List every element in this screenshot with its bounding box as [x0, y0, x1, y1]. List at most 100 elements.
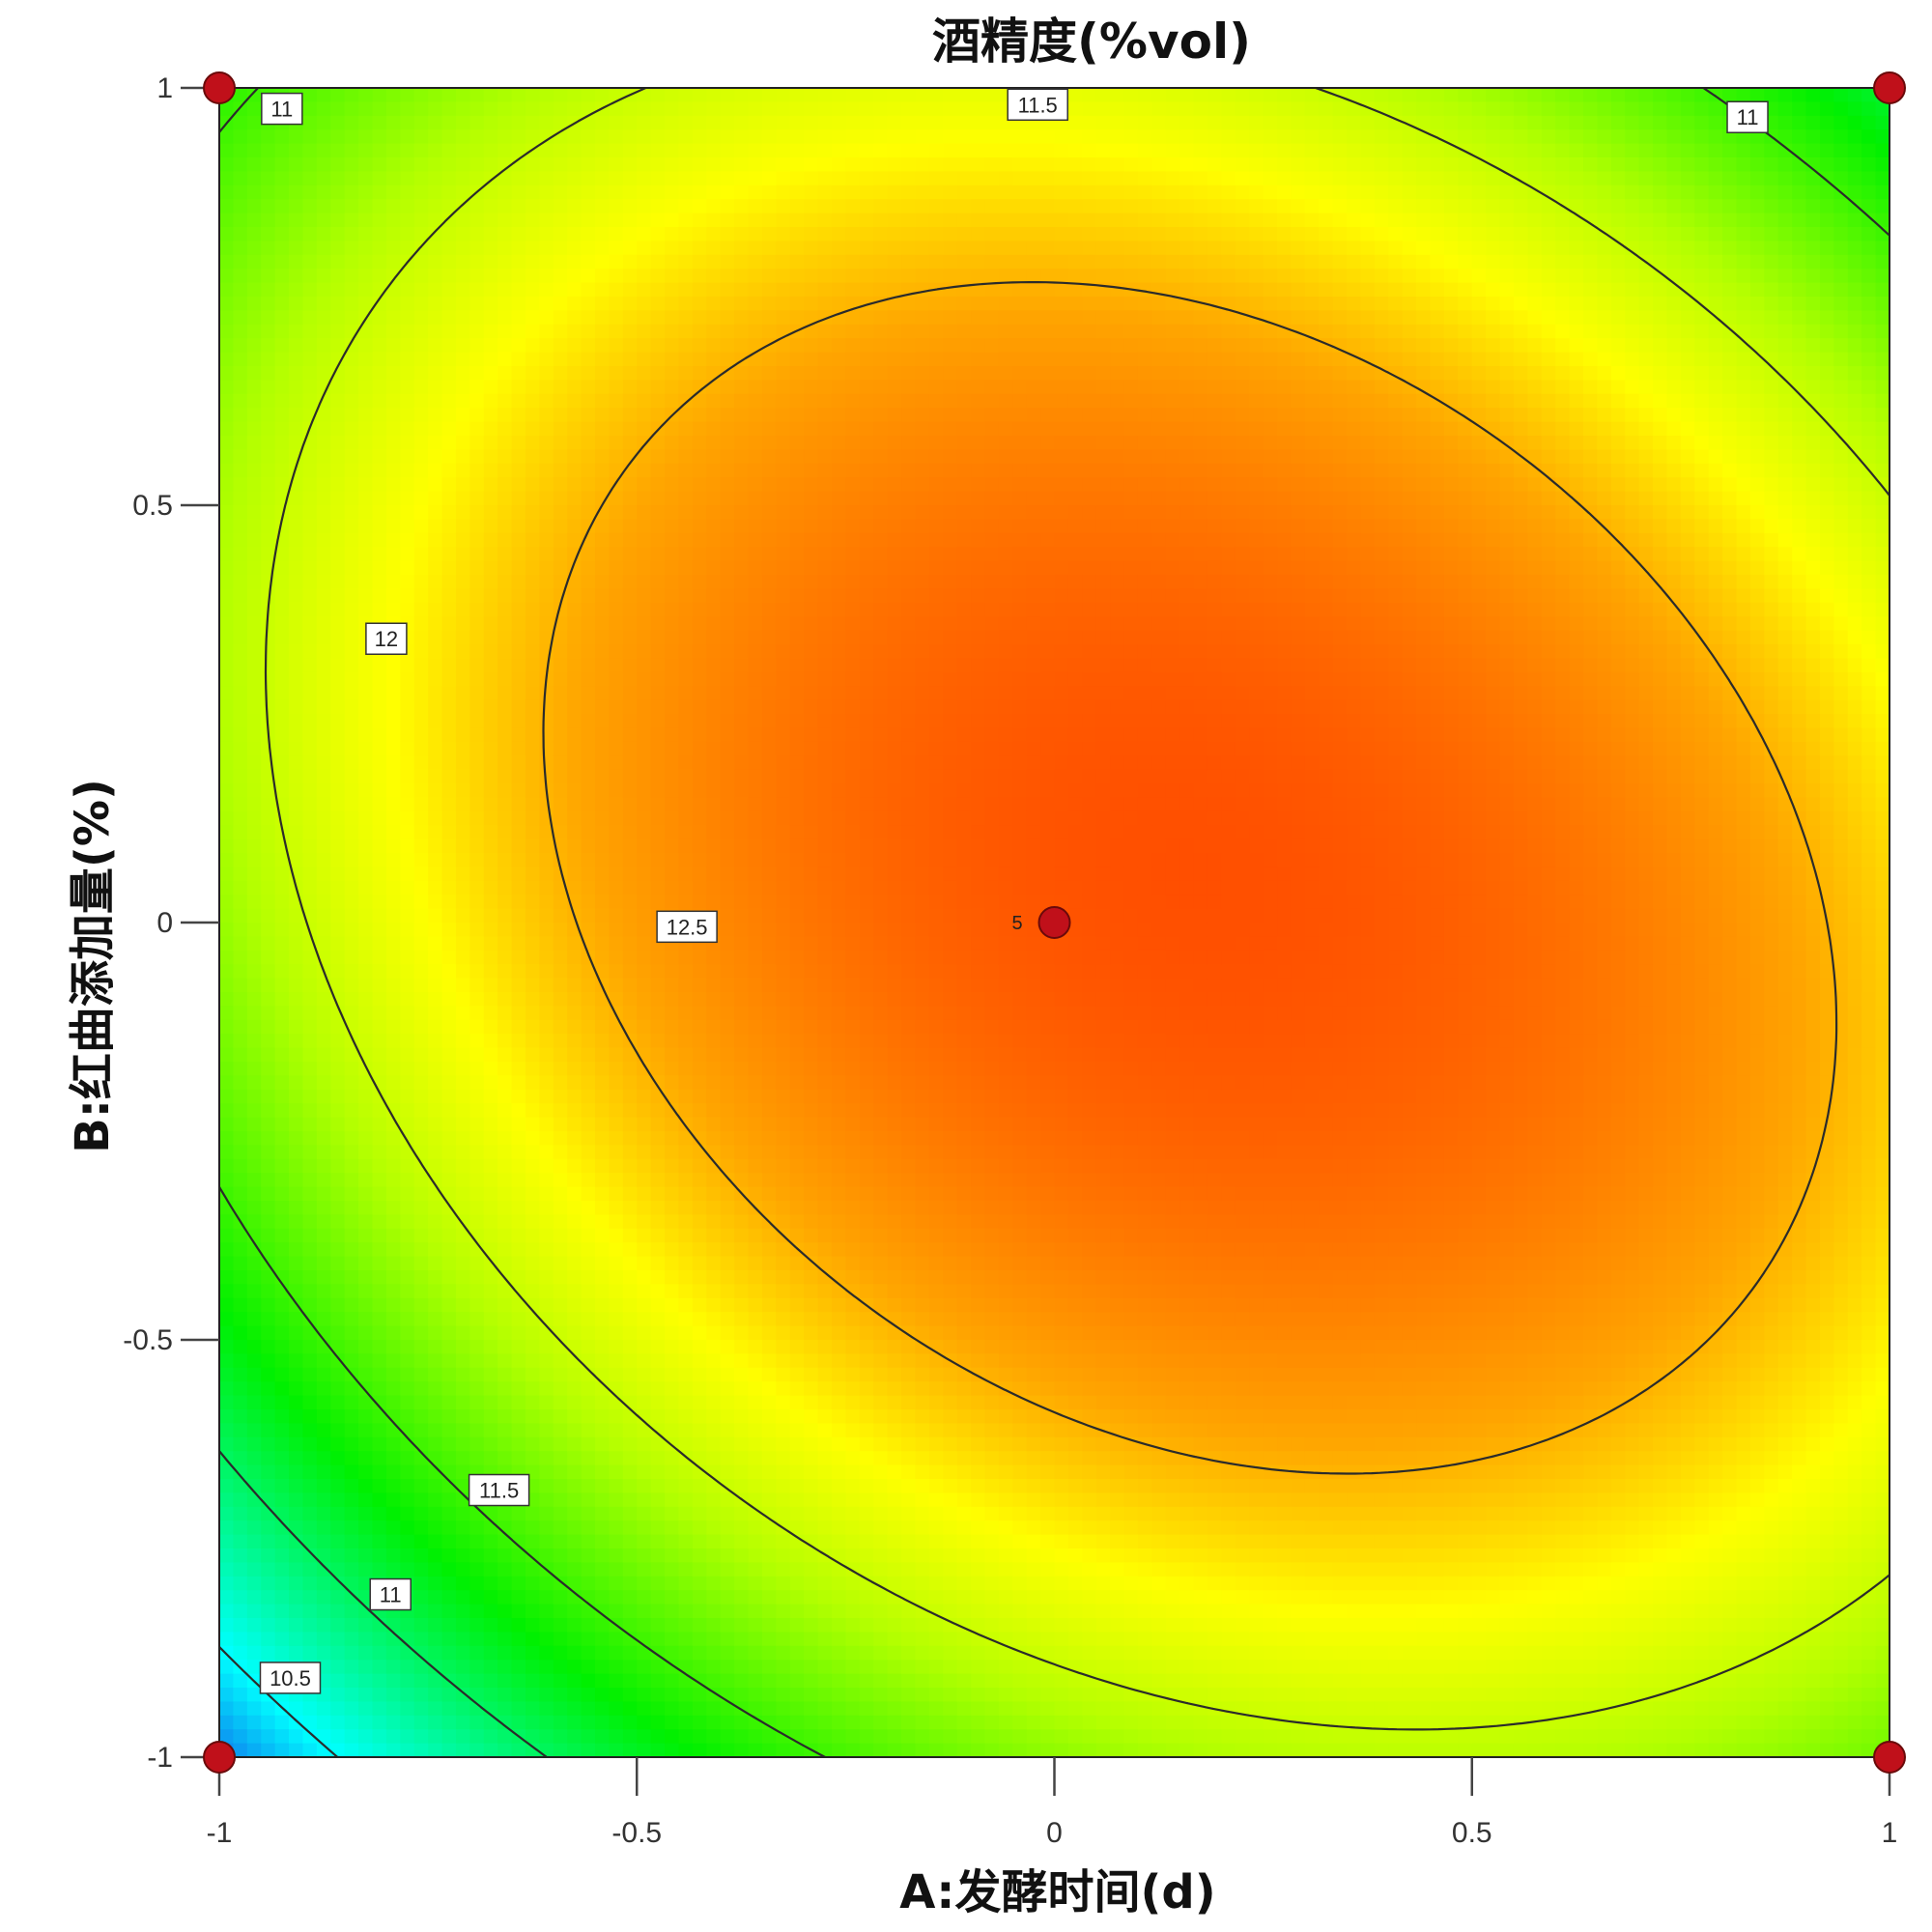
heatmap-cell — [553, 1632, 568, 1647]
heatmap-cell — [274, 727, 290, 743]
heatmap-cell — [595, 1103, 611, 1119]
heatmap-cell — [469, 1632, 485, 1647]
heatmap-cell — [469, 393, 485, 409]
heatmap-cell — [511, 727, 526, 743]
heatmap-cell — [567, 1325, 582, 1341]
heatmap-cell — [372, 393, 387, 409]
heatmap-cell — [246, 797, 262, 812]
heatmap-cell — [233, 769, 248, 784]
heatmap-cell — [428, 1353, 443, 1369]
heatmap-cell — [539, 908, 554, 923]
heatmap-cell — [469, 588, 485, 604]
heatmap-cell — [497, 1395, 513, 1410]
heatmap-cell — [413, 644, 429, 659]
heatmap-cell — [553, 1062, 568, 1076]
heatmap-cell — [567, 1047, 582, 1063]
heatmap-cell — [372, 1340, 387, 1354]
heatmap-cell — [609, 199, 624, 214]
heatmap-cell — [483, 923, 498, 937]
heatmap-cell — [233, 519, 248, 534]
heatmap-cell — [413, 129, 429, 145]
heatmap-cell — [665, 1006, 680, 1021]
heatmap-cell — [483, 310, 498, 326]
heatmap-cell — [261, 1019, 276, 1035]
heatmap-cell — [358, 1367, 374, 1382]
heatmap-cell — [789, 199, 805, 214]
heatmap-cell — [678, 616, 694, 632]
heatmap-cell — [706, 575, 722, 589]
heatmap-cell — [483, 936, 498, 952]
heatmap-cell — [246, 1131, 262, 1146]
heatmap-cell — [344, 101, 359, 117]
heatmap-cell — [372, 1325, 387, 1341]
heatmap-cell — [761, 1006, 777, 1021]
heatmap-cell — [497, 171, 513, 186]
heatmap-cell — [289, 825, 304, 840]
heatmap-cell — [400, 1075, 415, 1091]
heatmap-cell — [385, 1506, 401, 1521]
heatmap-cell — [441, 1062, 457, 1076]
heatmap-cell — [219, 644, 235, 659]
heatmap-cell — [539, 616, 554, 632]
heatmap-cell — [622, 1242, 638, 1258]
heatmap-cell — [372, 1047, 387, 1063]
heatmap-cell — [567, 171, 582, 186]
heatmap-cell — [748, 185, 763, 200]
heatmap-cell — [665, 1019, 680, 1035]
heatmap-cell — [525, 1604, 540, 1619]
heatmap-cell — [289, 1228, 304, 1243]
heatmap-cell — [483, 1395, 498, 1410]
heatmap-cell — [692, 853, 707, 867]
heatmap-cell — [720, 964, 735, 980]
heatmap-cell — [441, 421, 457, 437]
heatmap-cell — [316, 1743, 331, 1757]
heatmap-cell — [289, 992, 304, 1007]
heatmap-cell — [302, 338, 318, 354]
heatmap-cell — [302, 895, 318, 910]
heatmap-cell — [261, 227, 276, 242]
heatmap-cell — [372, 157, 387, 172]
heatmap-cell — [650, 1034, 666, 1049]
heatmap-cell — [274, 519, 290, 534]
heatmap-cell — [553, 1034, 568, 1049]
heatmap-cell — [622, 547, 638, 562]
heatmap-cell — [274, 867, 290, 882]
heatmap-cell — [595, 825, 611, 840]
heatmap-cell — [483, 297, 498, 311]
heatmap-cell — [678, 575, 694, 589]
heatmap-cell — [567, 1729, 582, 1745]
heatmap-cell — [289, 1645, 304, 1661]
heatmap-cell — [789, 588, 805, 604]
heatmap-cell — [622, 1312, 638, 1327]
heatmap-cell — [776, 227, 791, 242]
heatmap-cell — [734, 1729, 750, 1745]
heatmap-cell — [595, 1548, 611, 1563]
heatmap-cell — [497, 380, 513, 395]
heatmap-cell — [692, 588, 707, 604]
heatmap-cell — [539, 1062, 554, 1076]
heatmap-cell — [622, 588, 638, 604]
heatmap-cell — [581, 588, 596, 604]
heatmap-cell — [692, 129, 707, 145]
heatmap-cell — [441, 1590, 457, 1605]
heatmap-cell — [748, 352, 763, 367]
heatmap-cell — [789, 1089, 805, 1104]
heatmap-cell — [219, 992, 235, 1007]
heatmap-cell — [469, 1395, 485, 1410]
heatmap-cell — [637, 449, 652, 465]
heatmap-cell — [385, 1075, 401, 1091]
heatmap-cell — [539, 1618, 554, 1633]
heatmap-cell — [637, 1701, 652, 1717]
heatmap-cell — [246, 393, 262, 409]
heatmap-cell — [567, 1423, 582, 1438]
heatmap-cell — [734, 1604, 750, 1619]
heatmap-cell — [274, 644, 290, 659]
heatmap-cell — [274, 477, 290, 493]
heatmap-cell — [274, 1632, 290, 1647]
heatmap-cell — [344, 1075, 359, 1091]
heatmap-cell — [539, 421, 554, 437]
heatmap-cell — [637, 505, 652, 520]
heatmap-cell — [261, 936, 276, 952]
heatmap-cell — [595, 1242, 611, 1258]
heatmap-cell — [761, 297, 777, 311]
